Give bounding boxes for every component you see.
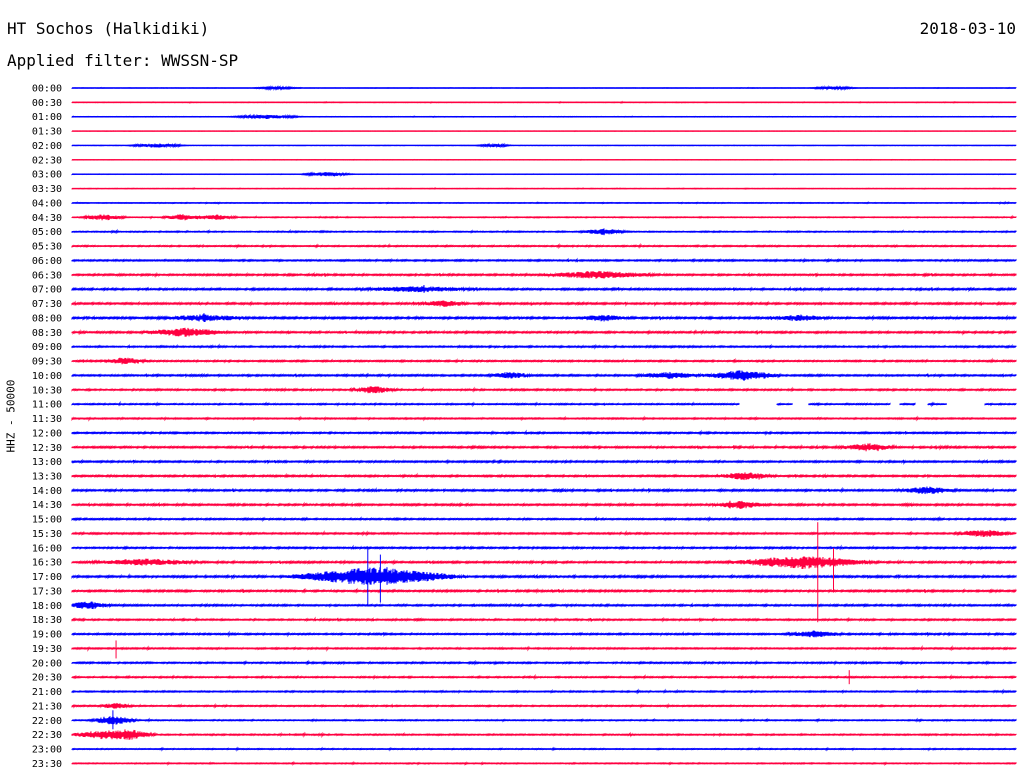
- row-label: 21:00: [32, 687, 62, 698]
- row-label: 08:30: [32, 328, 62, 339]
- row-label: 00:30: [32, 98, 62, 109]
- row-label: 18:30: [32, 615, 62, 626]
- row-label: 04:30: [32, 213, 62, 224]
- row-label: 09:00: [32, 342, 62, 353]
- row-label: 11:00: [32, 400, 62, 411]
- row-label: 23:30: [32, 759, 62, 770]
- row-label: 20:00: [32, 658, 62, 669]
- row-label: 08:00: [32, 313, 62, 324]
- filter-label: Applied filter: WWSSN-SP: [7, 51, 239, 70]
- row-label: 06:30: [32, 270, 62, 281]
- row-label: 13:30: [32, 471, 62, 482]
- row-label: 18:00: [32, 601, 62, 612]
- station-title: HT Sochos (Halkidiki): [7, 19, 210, 38]
- row-label: 10:30: [32, 385, 62, 396]
- row-label: 10:00: [32, 371, 62, 382]
- seismic-traces: [71, 84, 1017, 767]
- row-label: 07:00: [32, 285, 62, 296]
- row-label: 03:30: [32, 184, 62, 195]
- row-label: 17:00: [32, 572, 62, 583]
- row-label: 21:30: [32, 701, 62, 712]
- row-labels: 00:00 00:30 01:00 01:30 02:00 02:30 03:00 03:30…: [32, 84, 62, 770]
- row-label: 22:00: [32, 716, 62, 727]
- row-label: 22:30: [32, 730, 62, 741]
- row-label: 01:00: [32, 112, 62, 123]
- row-label: 16:30: [32, 558, 62, 569]
- row-label: 19:30: [32, 644, 62, 655]
- row-label: 17:30: [32, 586, 62, 597]
- row-label: 00:00: [32, 84, 62, 95]
- row-label: 05:30: [32, 242, 62, 253]
- row-label: 23:00: [32, 745, 62, 756]
- row-label: 20:30: [32, 673, 62, 684]
- row-label: 15:30: [32, 529, 62, 540]
- row-label: 14:00: [32, 486, 62, 497]
- row-label: 01:30: [32, 127, 62, 138]
- row-label: 07:30: [32, 299, 62, 310]
- row-label: 09:30: [32, 357, 62, 368]
- row-label: 03:00: [32, 170, 62, 181]
- row-label: 19:00: [32, 630, 62, 641]
- row-label: 02:00: [32, 141, 62, 152]
- row-label: 14:30: [32, 500, 62, 511]
- row-label: 12:30: [32, 443, 62, 454]
- row-label: 13:00: [32, 457, 62, 468]
- row-label: 05:00: [32, 227, 62, 238]
- row-label: 02:30: [32, 155, 62, 166]
- row-label: 16:00: [32, 543, 62, 554]
- row-label: 04:00: [32, 198, 62, 209]
- row-label: 11:30: [32, 414, 62, 425]
- row-label: 06:00: [32, 256, 62, 267]
- row-label: 15:00: [32, 515, 62, 526]
- row-label: 12:00: [32, 428, 62, 439]
- plot-date: 2018-03-10: [919, 19, 1016, 38]
